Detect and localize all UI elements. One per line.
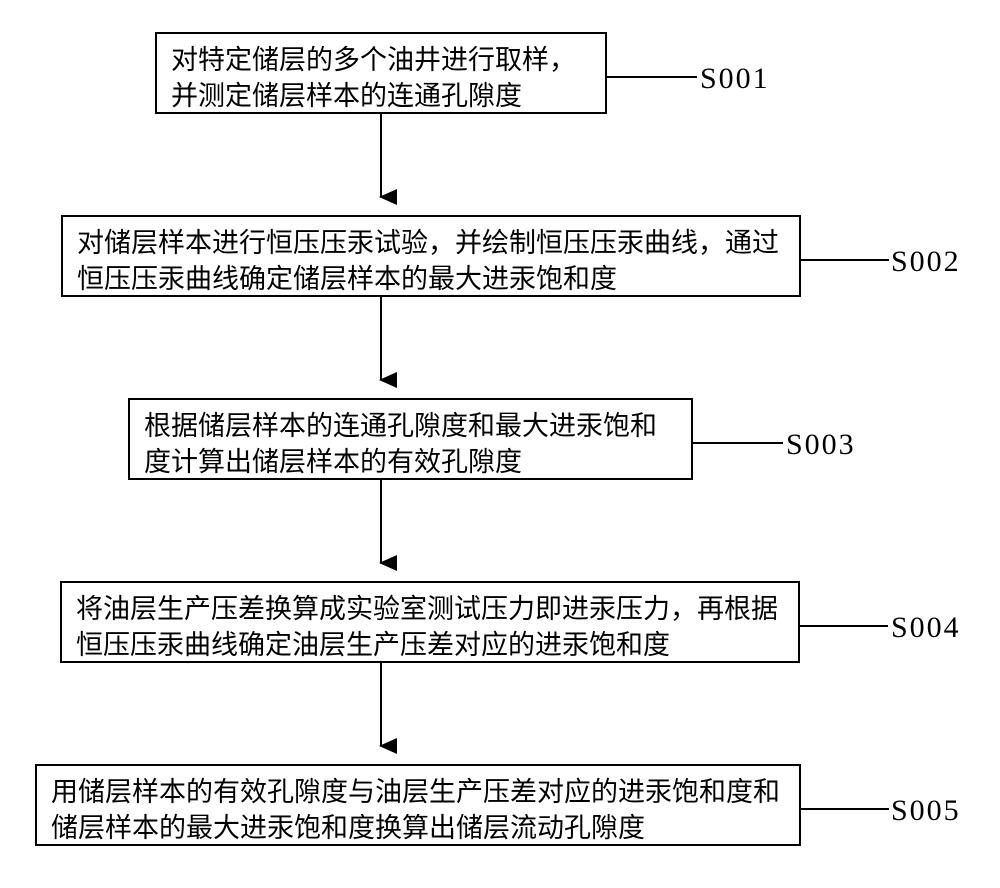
flow-node-s003: 根据储层样本的连通孔隙度和最大进汞饱和度计算出储层样本的有效孔隙度: [128, 398, 693, 480]
connector-dash: [801, 259, 889, 261]
flowchart-container: 对特定储层的多个油井进行取样，并测定储层样本的连通孔隙度 S001 对储层样本进…: [0, 0, 1000, 888]
step-label-s004: S004: [891, 611, 961, 645]
node-text: 将油层生产压差换算成实验室测试压力即进汞压力，再根据恒压压汞曲线确定油层生产压差…: [76, 591, 784, 664]
flow-node-s001: 对特定储层的多个油井进行取样，并测定储层样本的连通孔隙度: [155, 32, 607, 114]
node-text: 对特定储层的多个油井进行取样，并测定储层样本的连通孔隙度: [171, 42, 591, 115]
flow-node-s002: 对储层样本进行恒压压汞试验，并绘制恒压压汞曲线，通过恒压压汞曲线确定储层样本的最…: [61, 215, 801, 297]
connector-dash: [801, 808, 889, 810]
step-label-s003: S003: [786, 428, 856, 462]
step-label-s005: S005: [891, 794, 961, 828]
flow-node-s004: 将油层生产压差换算成实验室测试压力即进汞压力，再根据恒压压汞曲线确定油层生产压差…: [60, 581, 800, 663]
connector-dash: [607, 76, 697, 78]
node-text: 根据储层样本的连通孔隙度和最大进汞饱和度计算出储层样本的有效孔隙度: [144, 408, 677, 481]
connector-dash: [693, 442, 783, 444]
step-label-s001: S001: [700, 62, 770, 96]
node-text: 用储层样本的有效孔隙度与油层生产压差对应的进汞饱和度和储层样本的最大进汞饱和度换…: [51, 774, 785, 847]
flow-node-s005: 用储层样本的有效孔隙度与油层生产压差对应的进汞饱和度和储层样本的最大进汞饱和度换…: [35, 764, 801, 846]
step-label-s002: S002: [891, 245, 961, 279]
node-text: 对储层样本进行恒压压汞试验，并绘制恒压压汞曲线，通过恒压压汞曲线确定储层样本的最…: [77, 225, 785, 298]
connector-dash: [800, 625, 888, 627]
